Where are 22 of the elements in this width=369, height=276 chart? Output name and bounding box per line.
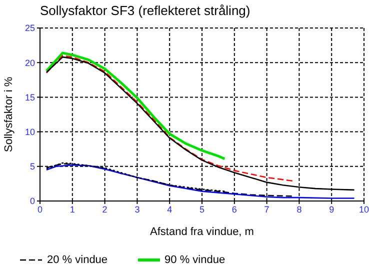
chart-title: Sollysfaktor SF3 (reflekteret stråling) xyxy=(40,3,250,18)
y-tick-label: 15 xyxy=(24,92,35,102)
x-tick-label: 4 xyxy=(167,204,172,214)
x-tick-label: 3 xyxy=(134,204,140,214)
x-axis-title: Afstand fra vindue, m xyxy=(150,226,254,238)
y-tick-label: 10 xyxy=(24,126,35,137)
y-axis-title: Sollysfaktor i % xyxy=(2,76,15,152)
x-tick-label: 1 xyxy=(70,204,75,214)
y-tick-label: 5 xyxy=(30,162,35,172)
legend-label: 20 % vindue xyxy=(47,254,108,266)
legend-label: 90 % vindue xyxy=(164,254,226,266)
x-tick-label: 10 xyxy=(358,204,369,214)
y-tick-label: 25 xyxy=(24,23,35,34)
x-tick-label: 8 xyxy=(296,204,302,214)
x-tick-label: 9 xyxy=(329,204,334,214)
y-tick-label: 20 xyxy=(24,58,35,68)
y-tick-label: 0 xyxy=(30,196,35,206)
x-tick-label: 6 xyxy=(232,204,237,214)
x-tick-label: 5 xyxy=(199,204,205,214)
x-tick-label: 7 xyxy=(264,204,270,214)
x-tick-label: 0 xyxy=(37,204,43,214)
x-tick-label: 2 xyxy=(102,204,108,214)
